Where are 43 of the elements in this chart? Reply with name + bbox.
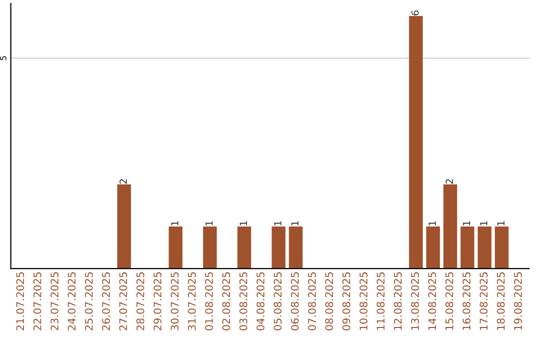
x-tick-label: 22.07.2025: [33, 272, 42, 330]
x-tick-label: 14.08.2025: [428, 272, 436, 330]
x-tick-label: 04.08.2025: [256, 272, 264, 330]
x-tick-label: 17.08.2025: [480, 272, 488, 330]
x-tick-label: 29.07.2025: [154, 272, 162, 330]
data-label: 2: [446, 179, 453, 184]
x-tick-label: 16.08.2025: [462, 272, 470, 330]
data-label: 1: [480, 221, 488, 226]
x-tick-label: 19.08.2025: [514, 272, 522, 330]
data-label: 1: [463, 221, 470, 226]
data-label: 1: [274, 221, 282, 226]
data-label: 1: [291, 221, 298, 226]
x-tick-label: 31.07.2025: [188, 272, 196, 330]
data-label: 2: [120, 179, 127, 184]
x-tick-label: 10.08.2025: [360, 272, 368, 330]
x-tick-label: 13.08.2025: [411, 272, 419, 330]
x-tick-label: 23.07.2025: [50, 272, 58, 330]
x-tick-label: 24.07.2025: [68, 272, 76, 330]
data-label: 1: [171, 221, 178, 226]
data-label: 1: [428, 221, 436, 226]
x-tick-label: 26.07.2025: [102, 272, 110, 330]
data-label: 1: [240, 221, 247, 226]
x-tick-label: 09.08.2025: [342, 272, 350, 330]
x-tick-label: 25.07.2025: [84, 272, 93, 330]
x-tick-label: 27.07.2025: [119, 272, 128, 330]
x-tick-label: 15.08.2025: [445, 272, 454, 330]
data-label: 1: [497, 221, 504, 226]
data-label: 6: [411, 10, 419, 16]
x-tick-label: 05.08.2025: [274, 272, 282, 330]
x-tick-label: 28.07.2025: [136, 272, 144, 330]
x-tick-label: 02.08.2025: [222, 272, 230, 330]
data-label: 1: [206, 221, 213, 226]
x-tick-label: 08.08.2025: [325, 272, 334, 330]
y-tick-label: 5: [0, 56, 6, 60]
x-tick-label: 07.08.2025: [308, 272, 316, 330]
x-tick-label: 12.08.2025: [394, 272, 402, 330]
x-tick-label: 03.08.2025: [239, 272, 248, 330]
x-tick-label: 30.07.2025: [170, 272, 179, 330]
x-tick-label: 06.08.2025: [290, 272, 299, 330]
x-tick-label: 21.07.2025: [16, 272, 24, 330]
x-tick-label: 18.08.2025: [496, 272, 505, 330]
x-tick-label: 11.08.2025: [376, 272, 385, 330]
x-tick-label: 01.08.2025: [205, 272, 213, 330]
